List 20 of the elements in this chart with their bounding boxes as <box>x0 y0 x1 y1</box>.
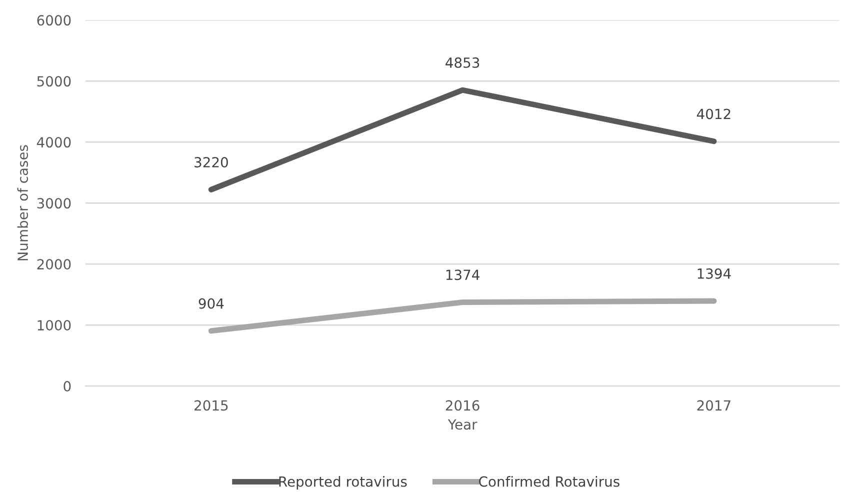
y-axis-title: Number of cases <box>17 145 28 260</box>
data-label: 1394 <box>698 268 731 279</box>
y-tick-label: 4000 <box>36 137 71 148</box>
x-axis-title: Year <box>448 419 478 430</box>
data-label: 904 <box>198 298 224 309</box>
x-tick-label: 2016 <box>446 400 480 411</box>
data-label: 1374 <box>446 270 480 280</box>
data-label: 4853 <box>446 57 480 68</box>
legend-label: Reported rotavirus <box>279 476 407 490</box>
x-tick-label: 2017 <box>697 400 730 411</box>
data-label: 3220 <box>194 157 228 168</box>
y-tick-label: 1000 <box>38 320 71 331</box>
y-tick-label: 6000 <box>37 15 71 26</box>
data-label: 4012 <box>696 108 730 120</box>
y-tick-label: 3000 <box>37 198 71 209</box>
y-tick-label: 2000 <box>37 259 71 270</box>
x-tick-label: 2015 <box>194 400 228 411</box>
legend-label: Confirmed Rotavirus <box>479 476 620 487</box>
y-tick-label: 5000 <box>37 76 71 87</box>
y-tick-label: 0 <box>64 381 71 392</box>
